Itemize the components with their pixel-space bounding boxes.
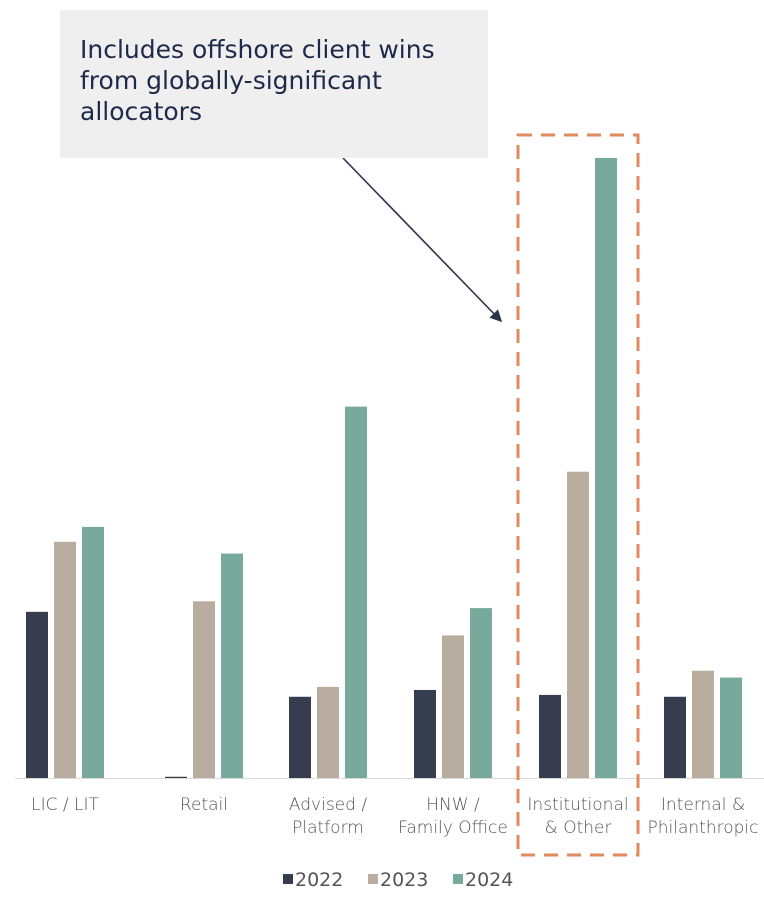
bar-2022-0 (26, 611, 48, 778)
bar-2023-5 (692, 670, 714, 778)
category-labels: LIC / LIT Retail Advised / Platform HNW / Fam… (31, 795, 758, 838)
bar-2024-2 (345, 406, 367, 778)
legend-swatch (453, 874, 463, 884)
legend-item-2024: 2024 (453, 869, 513, 891)
highlight-layer (516, 133, 640, 857)
bar-2022-1 (165, 776, 187, 778)
callout-line: from globally-significant (80, 66, 382, 95)
category-label: HNW / Family Office (398, 795, 508, 838)
bar-2022-2 (289, 696, 311, 778)
bar-2022-5 (664, 696, 686, 778)
bar-2024-1 (221, 553, 243, 778)
bar-2024-4 (595, 158, 617, 778)
bar-2024-5 (720, 677, 742, 778)
bar-2022-3 (414, 689, 436, 778)
category-label: LIC / LIT (31, 795, 99, 815)
callout-line: allocators (80, 97, 202, 126)
legend-label: 2024 (465, 869, 513, 891)
highlight-box (516, 133, 640, 857)
callout-box: Includes offshore client wins from globa… (60, 10, 488, 158)
legend-label: 2023 (380, 869, 428, 891)
arrow-layer (342, 157, 503, 323)
legend-item-2023: 2023 (368, 869, 428, 891)
legend-label: 2022 (295, 869, 343, 891)
bar-2023-4 (567, 471, 589, 778)
legend-item-2022: 2022 (283, 869, 343, 891)
bar-2022-4 (539, 694, 561, 778)
category-label: Advised / Platform (289, 795, 367, 838)
category-label: Internal & Philanthropic (648, 795, 759, 838)
bar-2023-1 (193, 601, 215, 778)
bar-2023-0 (54, 541, 76, 778)
category-label: Retail (180, 795, 228, 815)
category-label: Institutional & Other (527, 795, 628, 838)
legend-swatch (283, 874, 293, 884)
legend-swatch (368, 874, 378, 884)
callout-line: Includes offshore client wins (80, 35, 435, 64)
bar-2024-0 (82, 526, 104, 778)
bar-2024-3 (470, 608, 492, 778)
legend: 2022 2023 2024 (283, 869, 513, 891)
callout-arrow (342, 157, 503, 323)
bars-layer (15, 158, 764, 779)
bar-2023-3 (442, 635, 464, 778)
bar-2023-2 (317, 686, 339, 778)
